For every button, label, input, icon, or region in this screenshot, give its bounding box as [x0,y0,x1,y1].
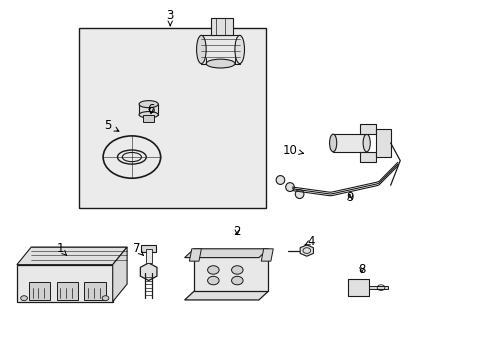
Text: 4: 4 [305,235,315,248]
Polygon shape [141,245,156,252]
Polygon shape [368,286,387,289]
Polygon shape [359,152,376,162]
Polygon shape [201,35,239,64]
Circle shape [20,296,27,301]
Ellipse shape [363,134,369,152]
Polygon shape [300,245,313,256]
Polygon shape [359,123,376,134]
Text: 6: 6 [147,103,155,116]
Polygon shape [184,291,268,300]
Polygon shape [189,249,201,261]
Text: 5: 5 [104,119,119,132]
Ellipse shape [206,59,234,68]
Polygon shape [194,249,268,291]
Text: 3: 3 [166,9,174,26]
Text: 8: 8 [358,264,365,276]
Bar [79,28,265,208]
Polygon shape [112,247,127,302]
Ellipse shape [196,35,206,64]
Polygon shape [261,249,273,261]
Circle shape [102,296,109,301]
Polygon shape [142,115,154,122]
Polygon shape [210,18,232,35]
Circle shape [231,276,243,285]
Text: 9: 9 [346,191,353,204]
Polygon shape [347,279,368,296]
Polygon shape [376,129,390,157]
Circle shape [207,266,219,274]
Polygon shape [84,282,106,300]
Polygon shape [139,104,158,115]
Ellipse shape [285,183,294,192]
Text: 10: 10 [282,144,303,157]
Circle shape [231,266,243,274]
Polygon shape [332,134,366,152]
Circle shape [207,276,219,285]
Polygon shape [57,282,78,300]
Polygon shape [17,265,112,302]
Ellipse shape [329,134,336,152]
Polygon shape [184,249,268,258]
Ellipse shape [234,35,244,64]
Text: 7: 7 [133,242,143,255]
Text: 2: 2 [233,225,241,238]
Polygon shape [29,282,50,300]
Text: 1: 1 [56,242,66,255]
Ellipse shape [276,176,284,184]
Polygon shape [140,263,157,280]
Ellipse shape [295,190,304,198]
Ellipse shape [139,112,158,118]
Polygon shape [145,249,151,263]
Polygon shape [17,247,127,265]
Ellipse shape [139,100,158,108]
